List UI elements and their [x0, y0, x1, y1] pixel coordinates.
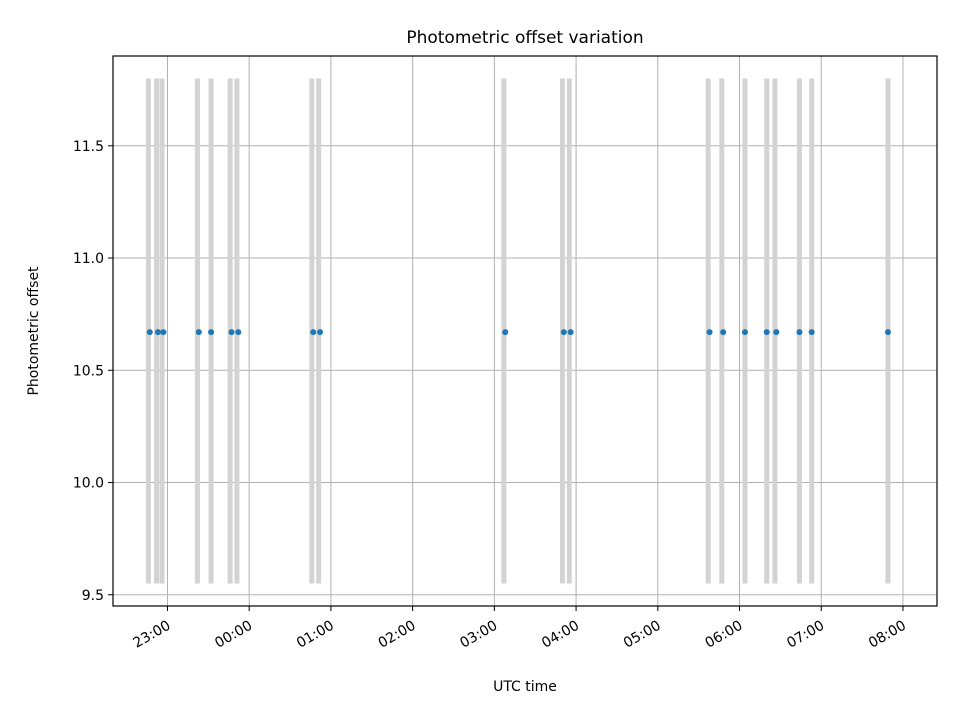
- data-point: [763, 329, 770, 336]
- y-tick-label: 10.5: [73, 363, 104, 379]
- data-point: [796, 329, 803, 336]
- data-point: [146, 329, 153, 336]
- data-point: [208, 329, 215, 336]
- data-point: [310, 329, 317, 336]
- y-tick-label: 9.5: [82, 588, 104, 604]
- y-tick-label: 11.0: [73, 251, 104, 267]
- chart-title: Photometric offset variation: [406, 28, 643, 48]
- data-point: [154, 329, 161, 336]
- data-point: [741, 329, 748, 336]
- data-point: [884, 329, 891, 336]
- data-point: [706, 329, 713, 336]
- data-point: [502, 329, 509, 336]
- data-point: [773, 329, 780, 336]
- data-point: [160, 329, 167, 336]
- data-point: [195, 329, 202, 336]
- y-tick-label: 10.0: [73, 476, 104, 492]
- data-point: [560, 329, 567, 336]
- data-point: [228, 329, 235, 336]
- y-axis-ticks: 9.5 10.0 10.5 11.0 11.5: [73, 139, 113, 604]
- data-point: [235, 329, 242, 336]
- y-axis-label: Photometric offset: [26, 266, 42, 396]
- data-points: [146, 329, 891, 336]
- data-point: [720, 329, 727, 336]
- data-point: [567, 329, 574, 336]
- x-axis-label: UTC time: [493, 679, 557, 695]
- plot-frame: [112, 55, 938, 607]
- data-point: [317, 329, 324, 336]
- data-point: [808, 329, 815, 336]
- y-tick-label: 11.5: [73, 139, 104, 155]
